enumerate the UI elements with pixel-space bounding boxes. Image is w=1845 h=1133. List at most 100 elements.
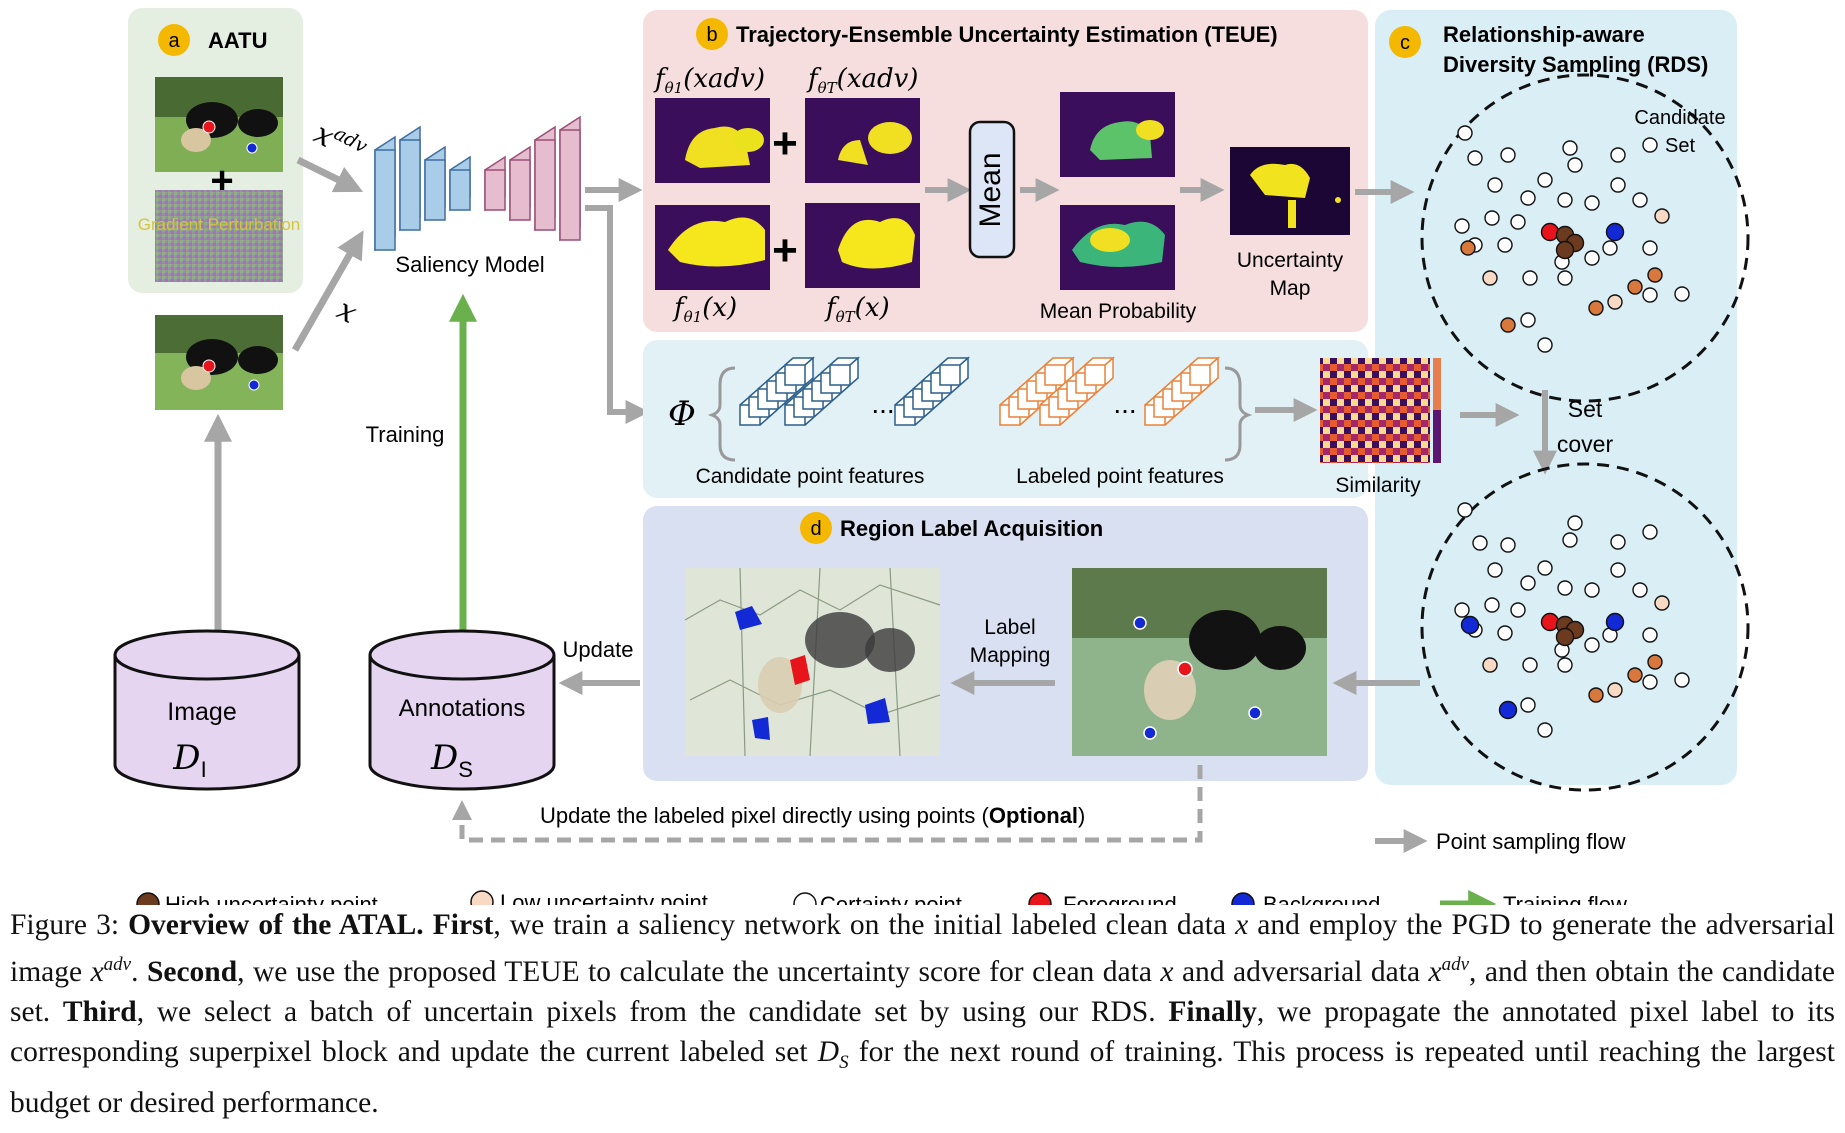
sample-point	[1605, 222, 1625, 242]
sample-point	[1522, 270, 1538, 286]
sample-point	[1510, 214, 1526, 230]
sample-point	[1520, 312, 1536, 328]
plus-clean: +	[772, 226, 798, 275]
f-thetaT-adv-label: fθT(xadv)	[806, 64, 918, 97]
uncertainty-map-line1: Uncertainty	[1237, 249, 1344, 272]
figure-caption: Figure 3: Overview of the ATAL. First, w…	[10, 909, 1835, 1119]
sample-point	[1642, 524, 1658, 540]
sample-point	[1642, 287, 1658, 303]
candidate-set-line2: Set	[1665, 135, 1695, 157]
adversarial-image	[155, 77, 283, 172]
sample-point	[1567, 515, 1583, 531]
sample-point	[1674, 286, 1690, 302]
sample-point	[1457, 502, 1473, 518]
caption-bold1: Overview of the ATAL. First	[128, 909, 494, 941]
legend-background-label: Background	[1263, 892, 1380, 905]
annotations-database: Annotations DS	[368, 629, 556, 791]
sample-point	[1632, 192, 1648, 208]
badge-a	[158, 24, 190, 56]
atal-overview-diagram: a AATU + Gradient Perturbation xadv x	[113, 8, 1750, 905]
prediction-map-theta1-clean	[655, 205, 770, 290]
sample-point	[1487, 177, 1503, 193]
sample-point	[1610, 177, 1626, 193]
sample-point	[1642, 137, 1658, 153]
sample-point	[1610, 147, 1626, 163]
sample-point	[1654, 595, 1670, 611]
sample-point	[1467, 150, 1483, 166]
sample-point	[1562, 532, 1578, 548]
sample-point	[1642, 240, 1658, 256]
legend-training-flow: Training flow	[1440, 890, 1627, 905]
legend-certainty: Certainty point	[793, 892, 962, 905]
selected-set-circle	[1420, 462, 1750, 792]
sample-point	[1457, 125, 1473, 141]
sample-point	[1584, 582, 1600, 598]
sample-point	[1498, 700, 1518, 720]
badge-a-label: a	[168, 30, 180, 52]
legend-training-flow-label: Training flow	[1503, 892, 1627, 905]
sample-point	[1460, 240, 1476, 256]
selected-set-points	[1454, 502, 1690, 738]
sample-point	[1454, 602, 1470, 618]
sample-point	[1605, 612, 1625, 632]
uncertainty-map-line2: Map	[1270, 277, 1311, 300]
sample-point	[1500, 317, 1516, 333]
candidate-set-circle	[1420, 73, 1750, 403]
badge-b-label: b	[706, 24, 717, 46]
badge-c-label: c	[1400, 32, 1410, 54]
legend-certainty-label: Certainty point	[820, 892, 962, 905]
candidate-features-label: Candidate point features	[696, 465, 925, 488]
sample-point	[1557, 580, 1573, 596]
feature-cube	[939, 356, 970, 386]
caption-fig-label: Figure 3:	[10, 909, 129, 941]
caption-bold4: Finally	[1168, 995, 1257, 1028]
sample-point	[1497, 625, 1513, 641]
sample-point	[1607, 294, 1623, 310]
badge-d	[800, 512, 832, 544]
sample-point	[1584, 195, 1600, 211]
similarity-matrix	[1320, 358, 1441, 463]
optional-update-label: Update the labeled pixel directly using …	[540, 803, 1085, 828]
sample-point	[1482, 270, 1498, 286]
x-label: x	[331, 292, 362, 331]
feature-cube	[1084, 356, 1115, 386]
sample-point	[1487, 562, 1503, 578]
sample-point	[1500, 537, 1516, 553]
sample-point	[1520, 697, 1536, 713]
mean-label: Mean	[974, 152, 1007, 227]
point-annotated-image	[1072, 568, 1327, 756]
f-theta1-clean-label: fθ1(x)	[672, 293, 737, 326]
xadv-label: xadv	[308, 114, 371, 171]
mean-probability-label: Mean Probability	[1040, 300, 1197, 323]
uncertainty-map	[1230, 147, 1350, 235]
sample-point	[1520, 190, 1536, 206]
caption-bold3: Third	[62, 995, 137, 1028]
feature-cube	[1189, 356, 1220, 386]
sample-point	[1607, 682, 1623, 698]
sample-point	[1510, 602, 1526, 618]
set-cover-line1: Set	[1568, 396, 1603, 422]
legend-background: Background	[1231, 892, 1380, 905]
sample-point	[1562, 140, 1578, 156]
update-label: Update	[563, 637, 634, 662]
candidate-set-line1: Candidate	[1634, 107, 1725, 129]
optional-update-path	[452, 765, 1203, 843]
superpixel-label-image	[684, 567, 941, 757]
similarity-label: Similarity	[1335, 474, 1421, 497]
plus-adv: +	[772, 119, 798, 168]
sample-point	[1610, 562, 1626, 578]
sample-point	[1647, 654, 1663, 670]
label-mapping-line1: Label	[984, 616, 1035, 639]
feature-cube	[829, 356, 860, 386]
sample-point	[1674, 672, 1690, 688]
sample-point	[1454, 218, 1470, 234]
badge-c	[1389, 26, 1421, 58]
sample-point	[1537, 337, 1553, 353]
caption-bold2: Second	[146, 955, 238, 988]
sample-point	[1610, 534, 1626, 550]
legend-high-uncertainty: High uncertainty point	[136, 892, 378, 905]
sample-point	[1540, 222, 1560, 242]
phi-symbol: Φ	[668, 394, 696, 434]
sample-point	[1647, 267, 1663, 283]
legend-foreground-label: Foreground	[1063, 892, 1177, 905]
